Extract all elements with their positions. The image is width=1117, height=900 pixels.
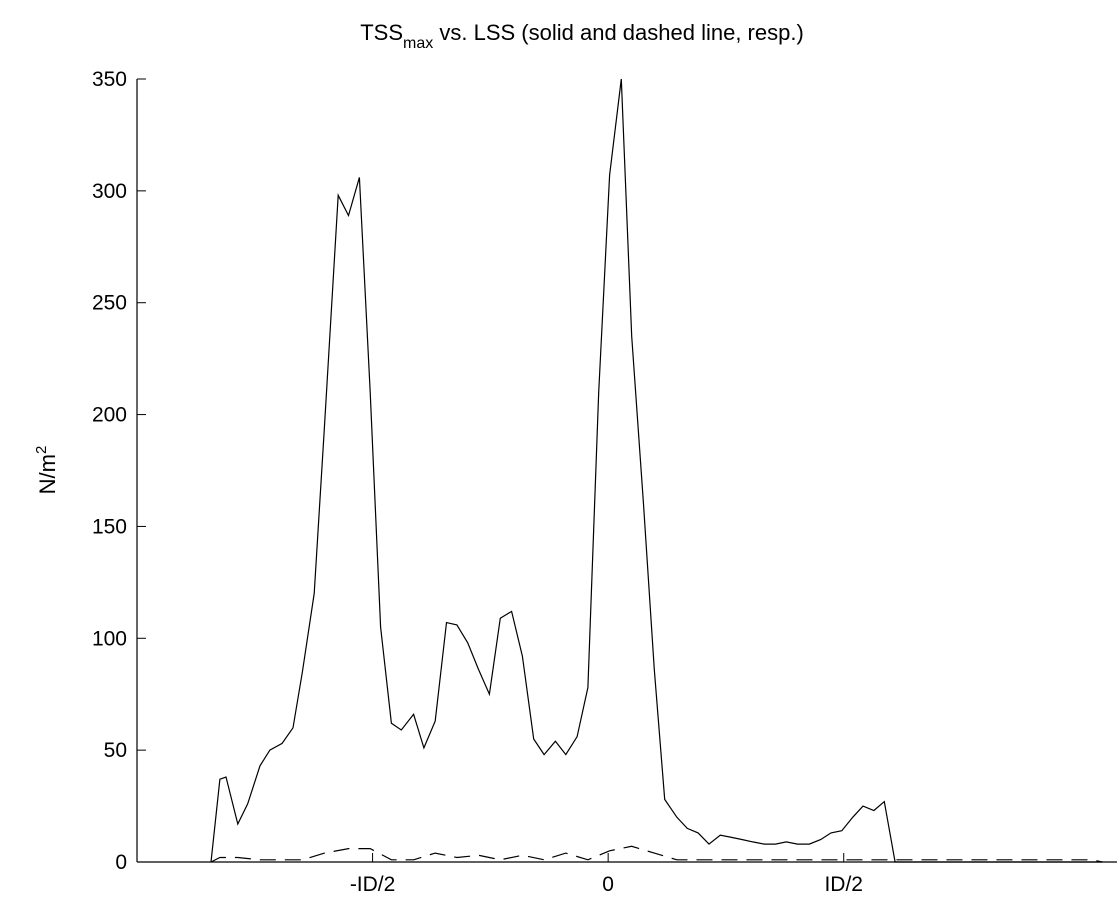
svg-text:N/m2: N/m2: [33, 446, 60, 495]
y-tick-label-0: 0: [115, 851, 127, 874]
y-tick-label-50: 50: [104, 739, 127, 762]
chart-title-subscript: max: [403, 35, 433, 52]
y-tick-label-100: 100: [92, 627, 127, 650]
x-tick-label-0: -ID/2: [350, 873, 396, 896]
x-tick-label-2: ID/2: [824, 873, 863, 896]
x-tick-label-1: 0: [602, 873, 614, 896]
y-axis-title: N/m2: [33, 446, 60, 495]
series-layer: [210, 78, 1103, 863]
y-tick-label-200: 200: [92, 404, 127, 427]
chart-title-main: TSS: [360, 20, 403, 45]
y-axis-title-main: N/m: [35, 454, 60, 494]
y-tick-label-300: 300: [92, 180, 127, 203]
y-tick-label-350: 350: [92, 68, 127, 91]
y-axis-title-superscript: 2: [33, 446, 50, 454]
y-tick-label-250: 250: [92, 292, 127, 315]
y-tick-label-150: 150: [92, 515, 127, 538]
chart-title: TSSmax vs. LSS (solid and dashed line, r…: [360, 20, 804, 52]
series-line-dashed: [210, 845, 1103, 863]
axes: 0 50 100 150 200 250 300 350 -ID/2 0 ID/2: [92, 68, 1117, 896]
series-line-solid: [210, 78, 1103, 863]
chart-title-rest: vs. LSS (solid and dashed line, resp.): [433, 20, 804, 45]
svg-text:TSSmax vs. LSS (solid and dash: TSSmax vs. LSS (solid and dashed line, r…: [360, 20, 804, 52]
